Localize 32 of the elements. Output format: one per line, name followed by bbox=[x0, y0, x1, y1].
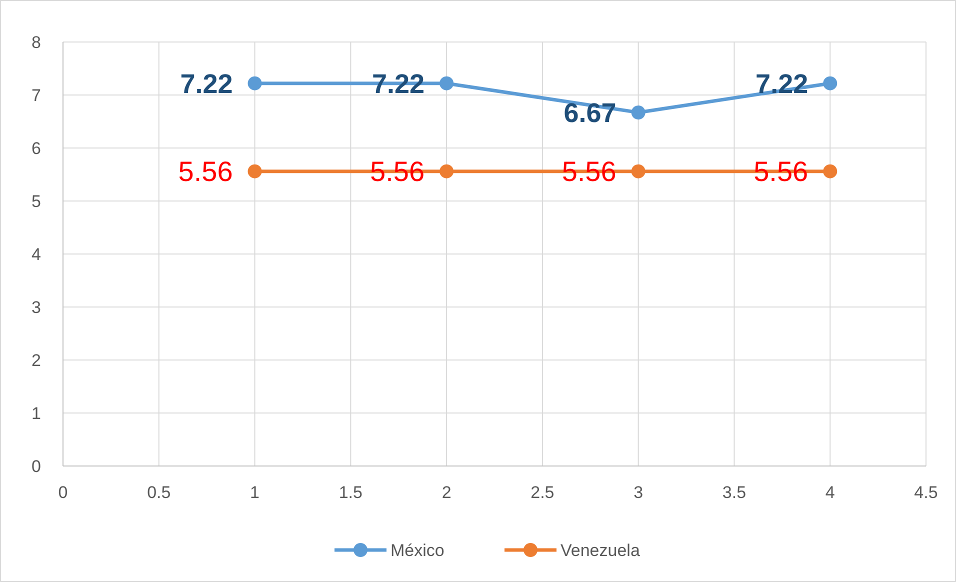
point bbox=[440, 164, 454, 178]
x-tick-label: 3 bbox=[634, 483, 644, 502]
y-tick-label: 7 bbox=[32, 86, 41, 105]
x-tick-label: 2.5 bbox=[530, 483, 554, 502]
legend-label: Venezuela bbox=[560, 540, 640, 560]
y-tick-label: 8 bbox=[32, 32, 41, 52]
x-tick-label: 0.5 bbox=[147, 483, 171, 502]
x-tick-label: 4.5 bbox=[914, 483, 938, 502]
x-tick-label: 0 bbox=[58, 483, 68, 502]
x-tick-label: 2 bbox=[442, 483, 452, 502]
data-label: 6.67 bbox=[564, 98, 616, 128]
y-tick-label: 2 bbox=[32, 350, 41, 370]
point bbox=[440, 76, 454, 90]
x-tick-label: 4 bbox=[825, 483, 835, 502]
x-tick-label: 3.5 bbox=[722, 483, 746, 502]
x-tick-label: 1 bbox=[250, 483, 260, 502]
y-tick-label: 0 bbox=[32, 456, 41, 476]
point bbox=[823, 164, 838, 178]
data-label: 5.56 bbox=[178, 156, 233, 188]
y-tick-label: 5 bbox=[32, 192, 41, 211]
point bbox=[631, 164, 646, 178]
y-tick-label: 4 bbox=[32, 244, 41, 264]
y-tick-label: 6 bbox=[32, 138, 41, 158]
data-label: 7.22 bbox=[180, 68, 233, 99]
x-tick-label: 1.5 bbox=[338, 483, 362, 502]
point bbox=[823, 76, 838, 90]
point bbox=[248, 76, 262, 90]
point bbox=[248, 164, 262, 178]
legend-label: México bbox=[390, 540, 444, 560]
y-tick-label: 3 bbox=[32, 298, 41, 317]
point bbox=[631, 105, 646, 120]
y-tick-label: 1 bbox=[32, 404, 41, 423]
